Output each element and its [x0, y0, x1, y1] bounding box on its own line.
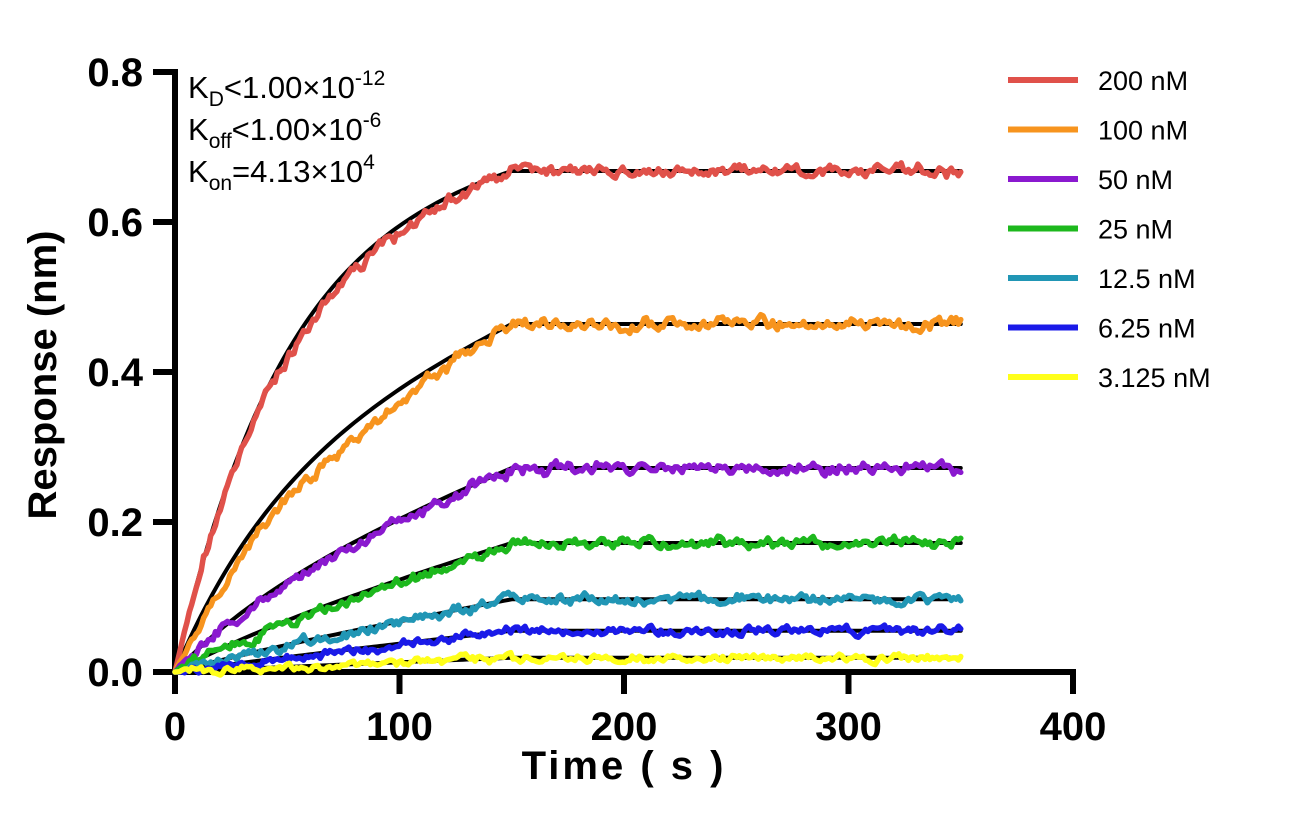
y-axis-tick-labels: 0.0 0.2 0.4 0.6 0.8 [87, 51, 143, 695]
y-axis-title: Response (nm) [21, 231, 65, 520]
legend-item-50-nm[interactable]: 50 nM [1008, 165, 1173, 195]
legend-label-6: 3.125 nM [1098, 363, 1211, 393]
x-tick-label-3: 300 [815, 705, 882, 749]
legend-label-3: 25 nM [1098, 215, 1173, 245]
y-tick-label-4: 0.8 [87, 51, 143, 95]
x-tick-label-0: 0 [164, 705, 186, 749]
y-tick-label-3: 0.6 [87, 201, 143, 245]
x-tick-label-1: 100 [366, 705, 433, 749]
data-curve-200-nm [172, 160, 964, 675]
x-axis-ticks [172, 672, 1076, 694]
legend-label-4: 12.5 nM [1098, 264, 1196, 294]
y-tick-label-0: 0.0 [87, 651, 143, 695]
legend-item-6-25-nm[interactable]: 6.25 nM [1008, 314, 1196, 344]
chart-legend: 200 nM 100 nM 50 nM 25 nM 12.5 nM 6.25 nM 3.12… [1008, 66, 1211, 393]
legend-label-2: 50 nM [1098, 165, 1173, 195]
y-tick-label-2: 0.4 [87, 351, 143, 395]
legend-item-100-nm[interactable]: 100 nM [1008, 116, 1188, 146]
legend-item-25-nm[interactable]: 25 nM [1008, 215, 1173, 245]
y-tick-label-1: 0.2 [87, 501, 143, 545]
data-curve-12-5-nm [172, 589, 964, 675]
axes-group: 0.0 0.2 0.4 0.6 0.8 0 100 200 300 400 [87, 51, 1106, 749]
annotation-koff: Koff<1.00×10-6 [188, 109, 381, 153]
legend-item-200-nm[interactable]: 200 nM [1008, 66, 1188, 96]
y-axis-ticks [153, 69, 175, 675]
data-curve-25-nm [172, 533, 964, 675]
x-axis-tick-labels: 0 100 200 300 400 [164, 705, 1107, 749]
fit-line-25-nm [173, 541, 963, 674]
x-tick-label-4: 400 [1040, 705, 1107, 749]
legend-item-12-5-nm[interactable]: 12.5 nM [1008, 264, 1196, 294]
data-curve-50-nm [172, 458, 964, 675]
legend-item-3-125-nm[interactable]: 3.125 nM [1008, 363, 1211, 393]
legend-label-0: 200 nM [1098, 66, 1188, 96]
legend-label-1: 100 nM [1098, 116, 1188, 146]
data-curve-6-25-nm [172, 622, 964, 676]
annotation-kd: KD<1.00×10-12 [188, 67, 385, 111]
data-curves-layer [172, 160, 964, 678]
annotation-kon: Kon=4.13×104 [188, 151, 375, 195]
x-tick-label-2: 200 [591, 705, 658, 749]
x-axis-title: Time ( s ) [522, 744, 727, 788]
data-curve-100-nm [172, 311, 964, 675]
legend-label-5: 6.25 nM [1098, 314, 1196, 344]
data-curve-3-125-nm [172, 649, 964, 678]
